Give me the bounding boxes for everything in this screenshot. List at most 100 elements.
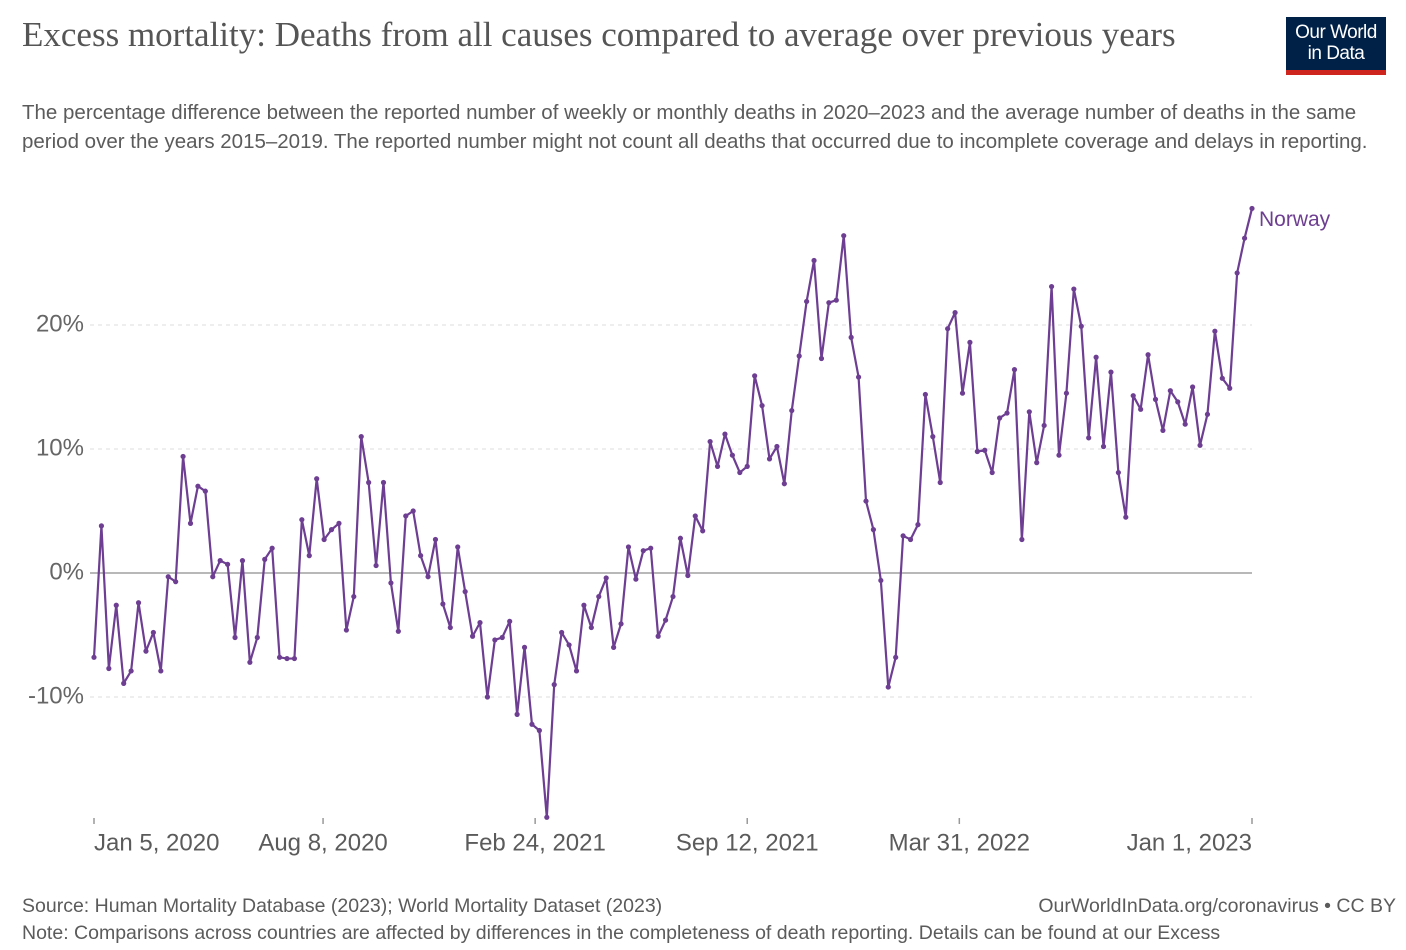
data-point	[625, 544, 632, 550]
note: Note: Comparisons across countries are a…	[22, 922, 1221, 944]
data-point	[514, 711, 520, 717]
data-point	[781, 481, 787, 487]
data-point	[945, 326, 951, 332]
data-point	[855, 374, 862, 380]
data-point	[559, 629, 565, 636]
x-tick-label: Aug 8, 2020	[258, 829, 387, 856]
data-point	[499, 634, 505, 641]
data-point	[1204, 411, 1211, 417]
data-point	[937, 479, 943, 486]
data-point	[618, 621, 624, 627]
x-tick-label: Jan 5, 2020	[94, 829, 219, 856]
data-point	[766, 456, 773, 462]
data-point	[677, 535, 684, 541]
data-point	[455, 544, 461, 550]
data-point	[603, 575, 609, 581]
data-point	[1115, 469, 1121, 476]
data-point	[930, 434, 936, 440]
data-point	[1048, 283, 1055, 290]
data-point	[952, 310, 958, 316]
data-point	[700, 528, 706, 534]
data-point	[1145, 352, 1151, 358]
data-point	[997, 415, 1003, 421]
data-point	[521, 644, 528, 651]
data-point	[410, 508, 416, 514]
license[interactable]: OurWorldInData.org/coronavirus • CC BY	[1038, 895, 1396, 917]
y-tick-label: 0%	[49, 558, 84, 585]
data-point	[744, 463, 750, 469]
data-point	[351, 593, 357, 600]
data-point	[1041, 422, 1047, 429]
data-point	[262, 556, 268, 562]
data-point	[210, 574, 216, 580]
chart-title: Excess mortality: Deaths from all causes…	[22, 15, 1176, 54]
data-point	[158, 668, 164, 674]
data-point	[544, 814, 550, 820]
source: Source: Human Mortality Database (2023);…	[22, 895, 663, 917]
data-point	[121, 680, 127, 686]
data-point	[1093, 354, 1099, 360]
data-point	[1123, 514, 1129, 520]
data-point	[826, 300, 832, 306]
data-point	[1004, 410, 1010, 416]
data-point	[885, 684, 891, 690]
data-point	[729, 452, 735, 458]
data-point	[247, 659, 253, 665]
data-point	[1026, 409, 1032, 415]
data-point	[848, 334, 854, 340]
data-point	[737, 469, 743, 476]
data-point	[1019, 536, 1025, 543]
y-tick-label: 20%	[36, 310, 84, 337]
data-point	[1100, 443, 1107, 450]
data-point	[1078, 323, 1084, 329]
data-point	[128, 668, 134, 674]
data-point	[232, 634, 238, 641]
data-point	[187, 520, 194, 527]
data-point	[893, 654, 899, 660]
data-point	[811, 257, 817, 264]
logo[interactable]: Our World in Data	[1286, 17, 1386, 75]
data-point	[269, 545, 275, 551]
data-point	[388, 580, 394, 586]
data-point	[789, 407, 795, 414]
data-point	[447, 624, 453, 631]
data-point	[536, 727, 542, 734]
data-point	[1063, 390, 1070, 396]
data-point	[1034, 460, 1040, 466]
y-tick-label: 10%	[36, 434, 84, 461]
data-point	[1241, 235, 1248, 241]
data-point	[418, 553, 424, 559]
data-point	[1167, 388, 1173, 394]
data-point	[596, 593, 602, 600]
data-point	[425, 574, 431, 580]
data-point	[484, 694, 491, 700]
data-point	[878, 577, 884, 584]
data-point	[507, 618, 513, 624]
data-point	[573, 668, 580, 674]
data-point	[685, 572, 691, 579]
data-point	[1130, 393, 1136, 399]
data-point	[967, 339, 973, 345]
data-point	[863, 498, 869, 504]
data-point	[841, 233, 847, 239]
data-point	[640, 548, 646, 554]
data-point	[1152, 396, 1159, 402]
data-point	[306, 553, 312, 559]
data-point	[655, 633, 661, 639]
data-point	[432, 536, 439, 543]
data-point	[239, 558, 246, 564]
data-point	[1190, 384, 1196, 390]
data-point	[759, 403, 765, 409]
data-point	[588, 624, 594, 631]
data-point	[529, 721, 535, 727]
data-point	[165, 574, 171, 580]
data-point	[143, 648, 149, 654]
data-point	[959, 390, 966, 396]
data-point	[1182, 421, 1188, 427]
data-point	[373, 562, 379, 569]
x-tick-label: Sep 12, 2021	[676, 829, 819, 856]
data-point	[662, 617, 669, 623]
data-point	[492, 637, 498, 643]
